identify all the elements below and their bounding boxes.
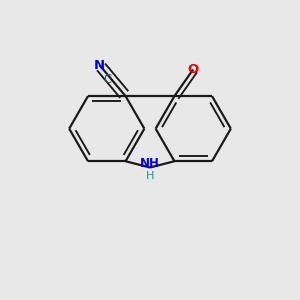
Text: O: O: [188, 63, 199, 76]
Text: N: N: [94, 59, 105, 72]
Text: NH: NH: [140, 157, 160, 169]
Text: C: C: [103, 73, 112, 86]
Text: H: H: [146, 171, 154, 181]
